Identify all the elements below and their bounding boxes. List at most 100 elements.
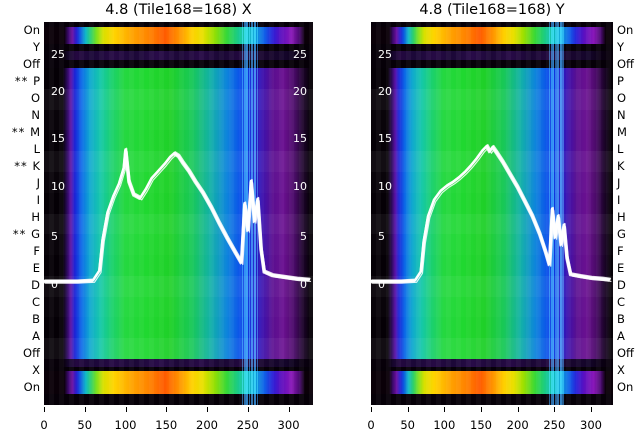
left-category-e-14: E (32, 261, 40, 275)
x-tick-label-0: 0 (367, 418, 375, 432)
right-category-d-15: D (617, 278, 626, 292)
left-category-label: E (32, 261, 40, 275)
heatmap-band-4 (44, 151, 313, 172)
heatmap-band-9 (371, 255, 613, 276)
heatmap-band-1 (44, 88, 313, 110)
left-category-label: I (36, 193, 40, 207)
right-category-axis: On Y Off P O N M L K J I H G F E D C B A Off X On (613, 0, 640, 440)
left-category-axis: On Y Off ** P O N ** M L ** K J I H ** G F E D C B A Off X On (0, 0, 44, 440)
ytick-inner-left-25-y: 25 (378, 48, 392, 61)
right-category-e-14: E (617, 261, 625, 275)
left-category-g-12: ** G (12, 227, 40, 241)
ytick-inner-right-15-x: 15 (293, 132, 307, 145)
heatmap-image-y (371, 22, 613, 405)
left-category-i-10: I (36, 193, 40, 207)
ytick-inner-right-10-x: 10 (293, 180, 307, 193)
heatmap-band-3 (371, 130, 613, 151)
ytick-inner-left-0-x: 0 (51, 278, 58, 291)
left-category-n-5: N (31, 109, 40, 121)
heatmap-band-3 (44, 130, 313, 151)
heatmap-row-1 (44, 26, 313, 45)
flag-marker-icon: ** (12, 227, 32, 241)
x-tick-label-250: 250 (543, 418, 566, 432)
right-category-j-9: J (617, 176, 621, 190)
right-category-i-10: I (617, 193, 621, 207)
left-category-label: P (33, 74, 40, 88)
x-axis-right: 0 50 100 150 200 250 300 (367, 405, 613, 439)
heatmap-band-7 (44, 213, 313, 235)
left-category-a-18: A (32, 330, 40, 342)
x-tick-label-100: 100 (433, 418, 456, 432)
left-category-p-3: ** P (15, 74, 40, 88)
left-category-label: F (33, 244, 40, 258)
panel-title-x: 4.8 (Tile168=168) X (105, 2, 252, 18)
left-category-l-7: L (33, 142, 40, 156)
heatmap-row-7 (44, 367, 313, 372)
heatmap-row-6 (371, 359, 613, 369)
heatmap-panel-x[interactable]: 25 20 15 10 5 0 25 20 15 10 5 0 (44, 22, 313, 405)
right-category-k-8: K (617, 159, 625, 173)
left-category-on-21: On (23, 380, 40, 394)
x-tick-mark-50 (84, 407, 86, 412)
heatmap-band-12 (371, 317, 613, 338)
x-tick-mark-250 (247, 407, 249, 412)
x-tick-mark-150 (166, 407, 168, 412)
right-category-c-16: C (617, 295, 626, 309)
right-category-f-13: F (617, 244, 624, 258)
left-category-label: J (36, 176, 40, 190)
flag-marker-icon: ** (11, 125, 31, 139)
heatmap-band-6 (44, 193, 313, 214)
x-tick-label-200: 200 (196, 418, 218, 432)
x-tick-mark-100 (444, 407, 446, 412)
heatmap-row-4 (371, 60, 613, 69)
left-category-x-20: X (32, 364, 40, 376)
left-category-h-11: H (31, 211, 40, 223)
x-tick-label-150: 150 (470, 418, 492, 432)
x-tick-mark-150 (481, 407, 482, 412)
heatmap-row-1 (371, 26, 613, 45)
right-category-p-3: P (617, 74, 624, 88)
ytick-inner-right-20-x: 20 (293, 85, 307, 98)
heatmap-row-2 (371, 43, 613, 52)
x-tick-label-150: 150 (155, 418, 178, 432)
x-tick-mark-0 (44, 407, 45, 412)
x-tick-mark-300 (591, 407, 592, 412)
x-tick-label-50: 50 (400, 418, 415, 432)
x-tick-mark-300 (288, 407, 290, 412)
heatmap-row-2 (44, 43, 313, 52)
ytick-inner-left-15-x: 15 (51, 132, 65, 145)
left-category-label: C (31, 295, 40, 309)
x-tick-mark-100 (125, 407, 127, 412)
left-category-off-2: Off (23, 58, 40, 70)
heatmap-band-11 (371, 297, 613, 318)
left-category-k-8: ** K (14, 159, 40, 173)
ytick-inner-left-25-x: 25 (51, 48, 65, 61)
x-tick-label-50: 50 (77, 418, 93, 432)
x-tick-mark-250 (554, 407, 556, 412)
right-category-on-0: On (617, 23, 634, 37)
right-category-n-5: N (617, 108, 626, 122)
left-category-label: L (33, 142, 40, 156)
right-category-on-21: On (617, 380, 634, 394)
left-category-d-15: D (31, 278, 40, 292)
x-tick-mark-50 (407, 407, 409, 412)
left-category-label: On (23, 23, 40, 37)
left-category-label: Off (23, 346, 40, 360)
heatmap-panel-y[interactable]: 25 20 15 10 5 0 (371, 22, 613, 405)
right-category-m-6: M (617, 125, 627, 139)
left-category-m-6: ** M (11, 125, 40, 139)
right-category-o-4: O (617, 91, 627, 105)
right-category-h-11: H (617, 210, 626, 224)
left-category-c-16: C (31, 295, 40, 309)
flag-marker-icon: ** (14, 159, 33, 173)
heatmap-row-4 (44, 60, 313, 69)
x-tick-label-200: 200 (506, 418, 529, 432)
left-category-label: D (31, 278, 40, 292)
heatmap-band-6 (371, 193, 613, 214)
left-category-label: O (30, 91, 40, 105)
left-category-label: On (23, 380, 40, 394)
heatmap-band-4 (371, 151, 613, 172)
left-category-label: Y (32, 40, 40, 54)
right-category-y-1: Y (617, 40, 625, 54)
